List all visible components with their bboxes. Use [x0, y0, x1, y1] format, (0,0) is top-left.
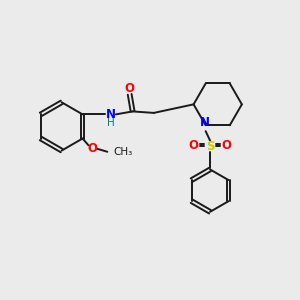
Text: N: N — [106, 108, 116, 121]
Text: CH₃: CH₃ — [113, 147, 132, 157]
Text: O: O — [222, 140, 232, 152]
Text: N: N — [200, 116, 210, 129]
Text: O: O — [125, 82, 135, 95]
Text: O: O — [188, 140, 198, 152]
Text: S: S — [206, 140, 214, 153]
Text: H: H — [107, 118, 114, 128]
Text: O: O — [87, 142, 97, 155]
